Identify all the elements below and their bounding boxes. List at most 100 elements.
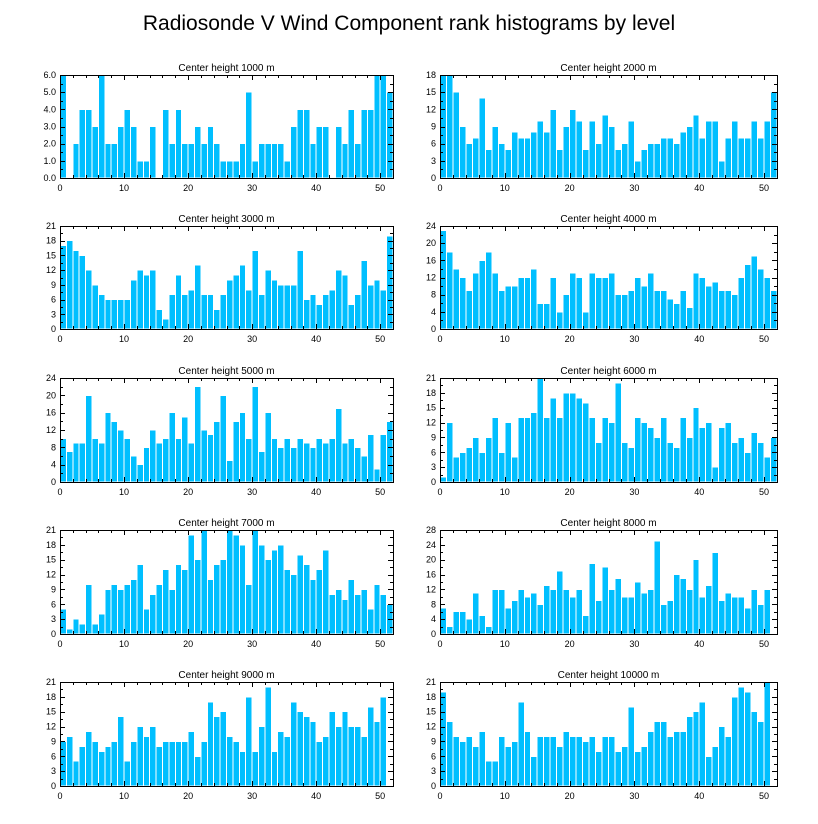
y-tick-label: 15 [426, 707, 436, 717]
histogram-bar [373, 583, 381, 635]
histogram-bar [620, 745, 629, 787]
histogram-bar [731, 596, 739, 635]
histogram-bar [219, 394, 228, 483]
histogram-bar [543, 417, 551, 483]
rank-histogram-panel: Center height 5000 m 0 10 20 30 40 50 0 4 8 12 16 20… [46, 366, 394, 497]
x-tick-label: 40 [311, 487, 321, 497]
y-tick-label: 12 [426, 273, 436, 283]
histogram-bar [347, 726, 356, 787]
histogram-bar [633, 750, 642, 787]
y-tick-label: 6 [51, 751, 56, 761]
y-tick-label: 9 [51, 736, 56, 746]
x-tick-label: 40 [311, 791, 321, 801]
histogram-bar [277, 731, 285, 787]
histogram-bar [341, 711, 349, 787]
histogram-bar [187, 442, 195, 483]
x-tick-label: 20 [183, 183, 193, 193]
histogram-bar [136, 726, 144, 787]
y-tick-label: 0 [431, 324, 436, 334]
histogram-bar [478, 259, 486, 330]
histogram-bar [458, 611, 467, 635]
histogram-bar [724, 735, 733, 787]
histogram-bar [497, 735, 506, 787]
histogram-bar [270, 438, 279, 483]
x-tick-label: 20 [565, 487, 575, 497]
x-tick-label: 50 [375, 487, 385, 497]
histogram-bar [588, 120, 597, 179]
y-tick-label: 12 [426, 104, 436, 114]
histogram-bar [264, 269, 272, 330]
histogram-bar [562, 126, 571, 179]
histogram-bar [452, 735, 460, 787]
histogram-bar [608, 588, 616, 635]
y-tick-label: 3.0 [43, 122, 56, 132]
y-tick-label: 9 [431, 122, 436, 132]
histogram-bar [659, 289, 668, 330]
histogram-bar [614, 294, 622, 330]
y-tick-label: 16 [46, 408, 56, 418]
histogram-bar [264, 143, 272, 179]
x-tick-label: 50 [375, 791, 385, 801]
histogram-bar [161, 569, 170, 635]
histogram-bar [672, 731, 681, 787]
histogram-bar [328, 289, 336, 330]
histogram-bar [290, 284, 298, 330]
histogram-bar [711, 466, 720, 483]
histogram-bar [646, 731, 655, 787]
histogram-bar [711, 551, 720, 635]
histogram-bar [238, 264, 247, 330]
histogram-bar [491, 588, 499, 635]
histogram-bar [226, 735, 234, 787]
y-tick-label: 5.0 [43, 87, 56, 97]
histogram-bar [452, 91, 460, 179]
histogram-bar [620, 596, 629, 635]
histogram-bar [155, 583, 163, 635]
histogram-bar [258, 726, 266, 787]
histogram-bar [672, 574, 681, 635]
histogram-bar [149, 126, 157, 179]
histogram-bar [277, 284, 285, 330]
histogram-bar [149, 593, 157, 635]
histogram-bar [238, 143, 247, 179]
histogram-bar [737, 436, 746, 483]
x-tick-label: 0 [437, 334, 442, 344]
y-tick-label: 3 [51, 766, 56, 776]
histogram-bar [692, 272, 700, 330]
histogram-bar [698, 701, 707, 787]
x-tick-label: 0 [437, 487, 442, 497]
histogram-bar [322, 442, 330, 483]
histogram-bar [536, 302, 545, 330]
histogram-bar [737, 277, 746, 330]
histogram-bar [685, 588, 694, 635]
histogram-bar [698, 277, 707, 330]
x-tick-label: 10 [500, 487, 510, 497]
histogram-bar [302, 299, 311, 330]
histogram-bar [290, 701, 298, 787]
histogram-bar [129, 126, 138, 179]
histogram-bar [601, 114, 610, 179]
histogram-bar [465, 143, 473, 179]
histogram-bar [595, 441, 603, 483]
histogram-bar [452, 456, 460, 483]
histogram-bar [582, 740, 590, 787]
x-tick-label: 10 [119, 183, 129, 193]
histogram-bar [155, 308, 163, 330]
histogram-bar [373, 468, 381, 483]
histogram-bar [692, 407, 700, 483]
x-tick-label: 50 [375, 639, 385, 649]
histogram-bar [679, 289, 687, 330]
histogram-bar [309, 579, 317, 635]
histogram-bar [104, 745, 112, 787]
histogram-bar [379, 74, 388, 179]
histogram-bar [245, 696, 253, 787]
histogram-bar [731, 294, 739, 330]
histogram-bar [556, 417, 564, 483]
rank-histogram-panel: Center height 4000 m 0 10 20 30 40 50 0 4 8 12 16 20… [426, 214, 778, 344]
histogram-bar [620, 441, 629, 483]
y-tick-label: 4 [431, 307, 436, 317]
histogram-bar [497, 289, 506, 330]
histogram-bar [206, 579, 215, 635]
histogram-bar [283, 569, 292, 635]
histogram-bar [379, 593, 388, 635]
histogram-bar [750, 431, 759, 483]
